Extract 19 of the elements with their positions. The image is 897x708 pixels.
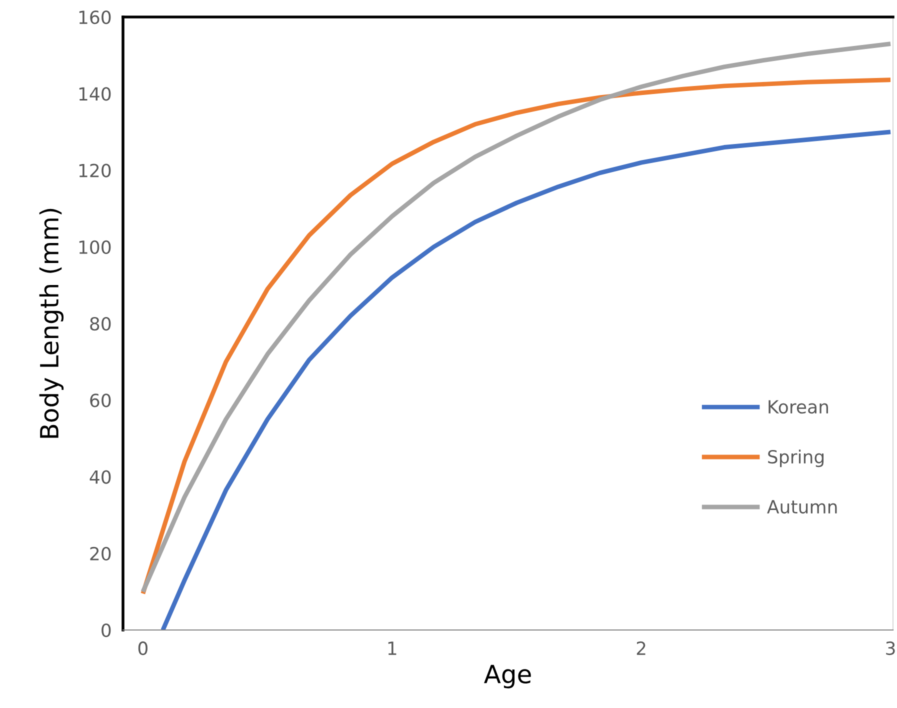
- x-tick-label: 0: [138, 641, 148, 656]
- y-tick-label: 80: [90, 316, 111, 331]
- legend-label: Korean: [768, 400, 828, 414]
- y-tick-label: 100: [79, 240, 111, 254]
- y-tick-label: 0: [102, 623, 111, 638]
- line-series: [160, 130, 893, 630]
- y-tick-label: 160: [79, 10, 111, 24]
- y-tick-label: 140: [79, 87, 111, 101]
- y-tick-label: 60: [90, 394, 111, 408]
- x-tick-label: 1: [388, 642, 396, 655]
- x-axis-title: Age: [484, 664, 531, 688]
- x-tick-label: 2: [636, 641, 646, 655]
- legend-label: Autumn: [767, 500, 837, 514]
- x-tick-label: 3: [886, 641, 895, 656]
- y-axis-title: Body Length (mm): [39, 208, 64, 438]
- y-tick-label: 20: [90, 546, 111, 560]
- y-tick-label: 120: [79, 164, 111, 178]
- y-tick-label: 40: [90, 470, 111, 484]
- legend-label: Spring: [768, 450, 824, 468]
